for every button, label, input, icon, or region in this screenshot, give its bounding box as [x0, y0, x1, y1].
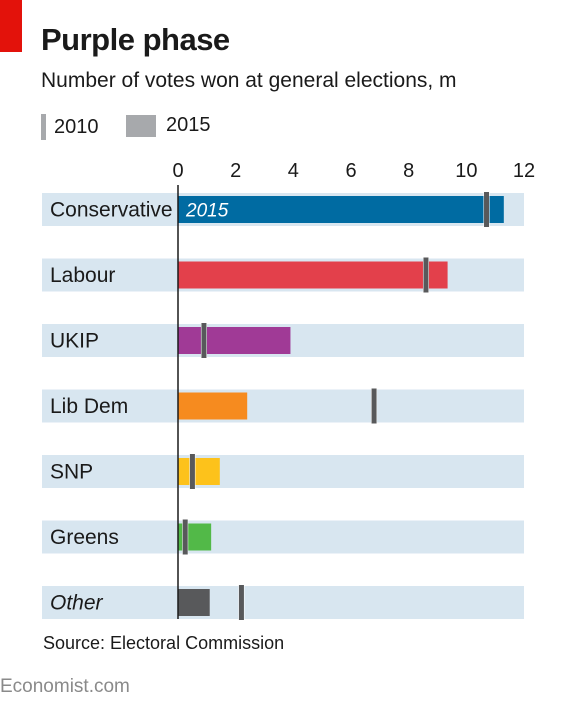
- bar-2015-ukip: [178, 327, 291, 354]
- category-label-ukip: UKIP: [50, 330, 99, 353]
- legend-swatch-2010: [41, 114, 46, 140]
- marker-2010-other: [238, 585, 244, 620]
- legend-label-2015: 2015: [166, 114, 211, 136]
- chart-subtitle: Number of votes won at general elections…: [41, 69, 457, 92]
- row-background-lib-dem: [42, 389, 524, 423]
- x-tick-label-8: 8: [403, 160, 414, 182]
- bar-chart: 0 2 4 6 8 10 12 Conservative 2015 Labour UKIP Lib D…: [42, 160, 535, 621]
- x-tick-label-2: 2: [230, 160, 241, 182]
- legend-item-2010: 2010: [41, 114, 99, 140]
- bar-2015-conservative: [178, 196, 504, 223]
- marker-2010-lib-dem: [371, 388, 377, 424]
- category-label-conservative: Conservative: [50, 199, 173, 222]
- brand-footer: Economist.com: [0, 676, 130, 697]
- chart-title: Purple phase: [41, 22, 230, 57]
- marker-2010-ukip: [201, 323, 207, 358]
- marker-2010-greens: [182, 519, 188, 555]
- row-background-greens: [42, 520, 524, 554]
- x-tick-label-4: 4: [288, 160, 299, 182]
- legend-label-2010: 2010: [54, 115, 99, 138]
- category-label-labour: Labour: [50, 264, 115, 287]
- category-label-other: Other: [50, 592, 104, 615]
- x-tick-label-6: 6: [345, 160, 356, 182]
- category-label-lib-dem: Lib Dem: [50, 395, 128, 418]
- bar-2015-other: [178, 589, 210, 616]
- bar-2015-labour: [178, 261, 448, 289]
- bar-2015-lib-dem: [178, 392, 248, 420]
- row-background-other: [42, 586, 524, 619]
- x-tick-label-10: 10: [455, 160, 477, 182]
- row-background-snp: [42, 455, 524, 488]
- marker-2010-labour: [423, 257, 429, 293]
- x-tick-label-12: 12: [513, 160, 535, 182]
- category-label-greens: Greens: [50, 526, 119, 549]
- marker-2010-conservative: [484, 192, 490, 227]
- legend-swatch-2015: [126, 114, 156, 137]
- bar-2015-snp: [178, 458, 220, 485]
- marker-2010-snp: [189, 454, 195, 489]
- category-label-snp: SNP: [50, 461, 93, 484]
- source-note: Source: Electoral Commission: [43, 633, 285, 653]
- brand-red-tag: [0, 0, 22, 52]
- legend-item-2015: 2015: [126, 114, 211, 137]
- bar-annotation-2015: 2015: [185, 201, 229, 222]
- x-tick-label-0: 0: [172, 160, 183, 182]
